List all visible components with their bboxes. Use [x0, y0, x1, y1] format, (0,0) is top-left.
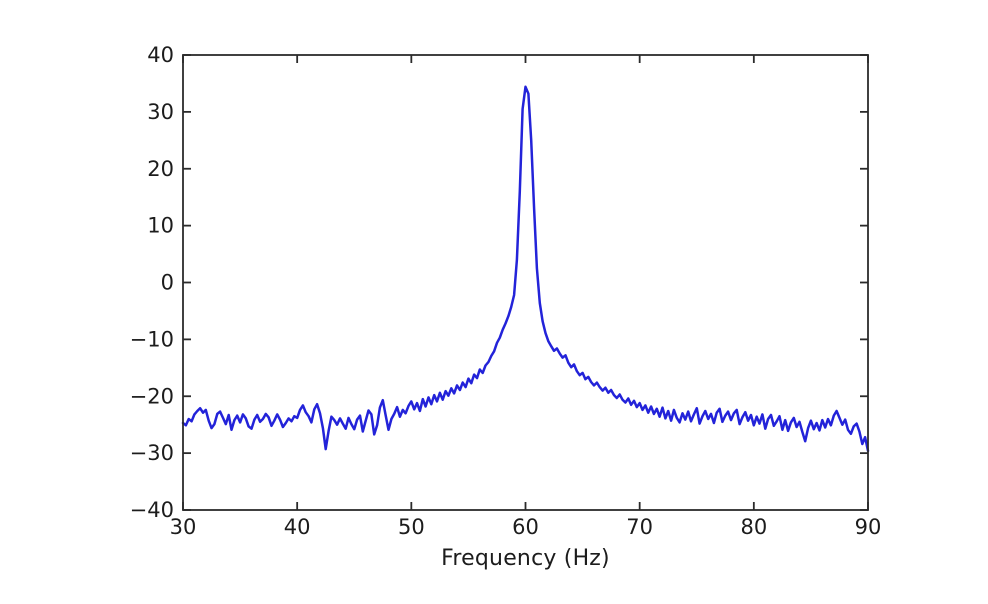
- y-tick-label: −20: [130, 384, 174, 408]
- x-tick-label: 70: [626, 515, 653, 539]
- x-tick-label: 90: [855, 515, 882, 539]
- y-tick-label: −30: [130, 441, 174, 465]
- y-tick-label: 0: [161, 271, 174, 295]
- y-tick-label: −10: [130, 327, 174, 351]
- y-tick-label: 10: [147, 214, 174, 238]
- x-tick-label: 60: [512, 515, 539, 539]
- spectrum-line: [181, 85, 870, 453]
- x-tick-label: 80: [740, 515, 767, 539]
- x-tick-label: 30: [170, 515, 197, 539]
- x-tick-label: 40: [284, 515, 311, 539]
- y-tick-label: 30: [147, 100, 174, 124]
- y-tick-label: 40: [147, 43, 174, 67]
- axes-frame: [182, 54, 869, 511]
- x-tick-label: 50: [398, 515, 425, 539]
- y-tick-label: −40: [130, 498, 174, 522]
- y-tick-label: 20: [147, 157, 174, 181]
- x-axis-label: Frequency (Hz): [441, 546, 610, 571]
